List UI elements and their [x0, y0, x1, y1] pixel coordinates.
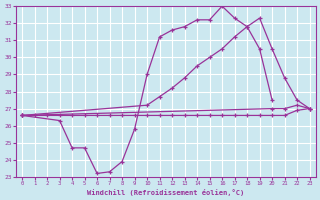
X-axis label: Windchill (Refroidissement éolien,°C): Windchill (Refroidissement éolien,°C) [87, 189, 244, 196]
